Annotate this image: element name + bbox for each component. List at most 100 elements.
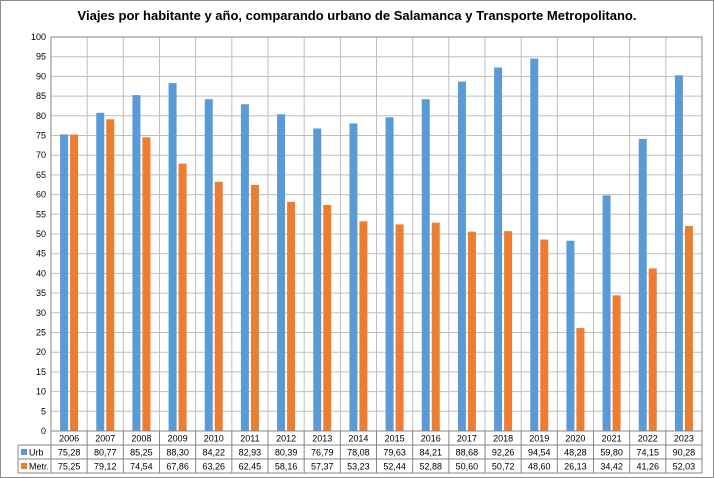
bar-urb (494, 67, 503, 431)
data-label: 76,79 (311, 448, 334, 458)
bar-urb (277, 114, 286, 431)
y-tick-label: 15 (36, 367, 46, 377)
y-tick-label: 55 (36, 209, 46, 219)
data-label: 80,77 (94, 448, 117, 458)
data-label: 57,37 (311, 462, 334, 472)
data-label: 52,88 (419, 462, 442, 472)
y-tick-label: 35 (36, 288, 46, 298)
y-tick-label: 75 (36, 131, 46, 141)
bar-metr (540, 239, 549, 431)
data-label: 88,68 (456, 448, 479, 458)
data-label: 59,80 (600, 448, 623, 458)
data-label: 67,86 (166, 462, 189, 472)
data-label: 34,42 (600, 462, 623, 472)
y-tick-label: 45 (36, 249, 46, 259)
data-label: 63,26 (202, 462, 225, 472)
y-tick-label: 80 (36, 111, 46, 121)
data-label: 78,08 (347, 448, 370, 458)
y-tick-label: 90 (36, 71, 46, 81)
bar-urb (674, 75, 683, 431)
bar-metr (467, 231, 476, 431)
y-tick-label: 70 (36, 150, 46, 160)
data-label: 58,16 (275, 462, 298, 472)
bar-urb (602, 195, 611, 431)
y-tick-label: 5 (41, 406, 46, 416)
bar-metr (359, 221, 368, 431)
bar-urb (168, 83, 177, 432)
bar-urb (132, 95, 141, 432)
bar-urb (421, 99, 430, 432)
x-tick-label: 2007 (95, 434, 115, 444)
x-tick-label: 2020 (565, 434, 585, 444)
bar-urb (313, 128, 322, 432)
data-label: 52,44 (383, 462, 406, 472)
bar-metr (214, 181, 223, 431)
bar-metr (323, 204, 332, 431)
data-label: 90,28 (673, 448, 696, 458)
bar-metr (106, 119, 115, 431)
bar-urb (457, 81, 466, 431)
y-tick-label: 95 (36, 52, 46, 62)
legend-label: Urb (29, 448, 44, 458)
x-tick-label: 2012 (276, 434, 296, 444)
x-tick-label: 2017 (457, 434, 477, 444)
x-tick-label: 2006 (59, 434, 79, 444)
y-tick-label: 100 (31, 32, 46, 42)
bar-metr (684, 226, 693, 431)
data-label: 74,54 (130, 462, 153, 472)
legend-label: Metr. (29, 462, 49, 472)
y-tick-label: 0 (41, 426, 46, 436)
bar-metr (431, 222, 440, 431)
data-label: 48,60 (528, 462, 551, 472)
y-tick-label: 60 (36, 190, 46, 200)
data-label: 84,21 (419, 448, 442, 458)
bar-urb (530, 58, 539, 432)
y-tick-label: 65 (36, 170, 46, 180)
bar-metr (142, 137, 151, 432)
data-label: 92,26 (492, 448, 515, 458)
x-tick-label: 2009 (168, 434, 188, 444)
data-label: 79,12 (94, 462, 117, 472)
bar-metr (178, 163, 187, 432)
bar-metr (612, 295, 621, 431)
bar-urb (204, 99, 213, 431)
bar-urb (96, 112, 105, 431)
data-label: 75,28 (58, 448, 81, 458)
bar-urb (349, 123, 358, 431)
legend-swatch (21, 449, 27, 455)
bar-metr (70, 134, 79, 431)
bar-metr (648, 268, 657, 431)
x-tick-label: 2016 (421, 434, 441, 444)
data-label: 50,60 (456, 462, 479, 472)
data-label: 50,72 (492, 462, 515, 472)
bar-metr (504, 231, 513, 431)
bar-metr (287, 201, 296, 431)
bar-metr (250, 184, 259, 431)
data-label: 84,22 (202, 448, 225, 458)
y-tick-label: 30 (36, 308, 46, 318)
bar-metr (395, 224, 404, 431)
bar-urb (60, 134, 69, 432)
x-tick-label: 2010 (204, 434, 224, 444)
data-label: 48,28 (564, 448, 587, 458)
x-tick-label: 2011 (240, 434, 259, 444)
bar-metr (576, 328, 585, 431)
x-tick-label: 2008 (131, 434, 151, 444)
data-label: 53,23 (347, 462, 370, 472)
data-label: 41,26 (636, 462, 659, 472)
data-label: 75,25 (58, 462, 81, 472)
data-label: 74,15 (636, 448, 659, 458)
x-tick-label: 2023 (674, 434, 694, 444)
data-label: 80,39 (275, 448, 298, 458)
y-tick-label: 85 (36, 91, 46, 101)
data-label: 62,45 (239, 462, 262, 472)
data-label: 52,03 (673, 462, 696, 472)
y-tick-label: 10 (36, 387, 46, 397)
bar-urb (638, 138, 647, 431)
data-label: 88,30 (166, 448, 189, 458)
data-label: 82,93 (239, 448, 262, 458)
y-tick-label: 50 (36, 229, 46, 239)
y-tick-label: 40 (36, 268, 46, 278)
bar-urb (240, 104, 249, 431)
